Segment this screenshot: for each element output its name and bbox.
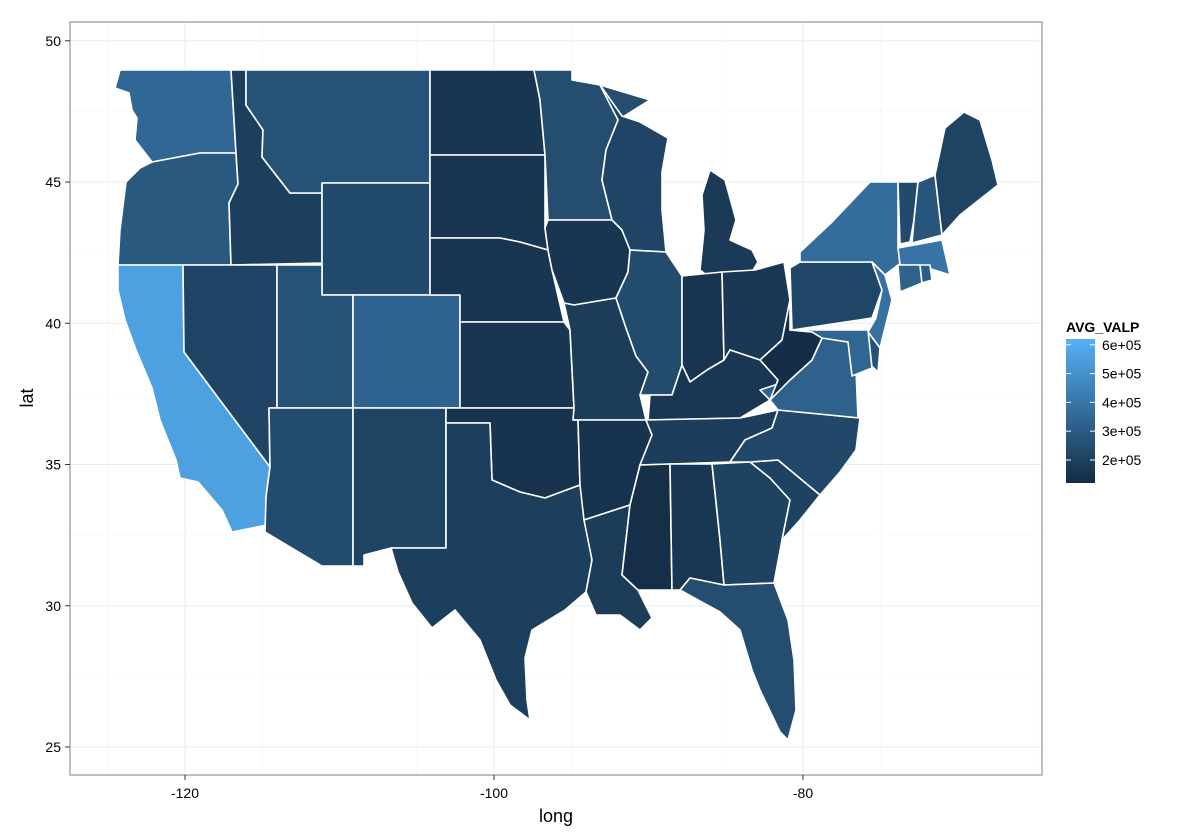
- panel-border: [69, 21, 1043, 776]
- state-me: [934, 111, 999, 236]
- state-ks: [445, 321, 575, 409]
- x-tick-label: -100: [480, 785, 508, 801]
- state-nh: [911, 174, 943, 244]
- x-axis-title: long: [539, 806, 573, 826]
- x-tick-label: -120: [171, 785, 199, 801]
- y-tick-label: 35: [45, 457, 61, 473]
- state-ny: [799, 181, 903, 276]
- state-or: [117, 152, 239, 266]
- legend-title: AVG_VALP: [1066, 319, 1139, 335]
- x-axis: -120 -100 -80: [171, 775, 813, 801]
- y-tick-label: 40: [45, 315, 61, 331]
- y-axis: 25 30 35 40 45 50: [45, 33, 70, 755]
- state-fl: [679, 577, 797, 741]
- state-pa: [789, 261, 883, 331]
- state-nd: [429, 69, 546, 156]
- state-ri: [919, 264, 933, 284]
- state-md: [789, 329, 873, 377]
- y-tick-label: 30: [45, 598, 61, 614]
- legend-tick-label: 4e+05: [1102, 394, 1142, 410]
- legend-tick-label: 2e+05: [1102, 452, 1142, 468]
- state-vt: [897, 181, 919, 245]
- state-az: [264, 407, 354, 567]
- state-nc: [729, 409, 861, 496]
- legend-ticks: 2e+05 3e+05 4e+05 5e+05 6e+05: [1066, 337, 1142, 468]
- y-tick-label: 45: [45, 174, 61, 190]
- state-mi: [699, 169, 759, 286]
- y-tick-label: 25: [45, 739, 61, 755]
- legend-tick-label: 6e+05: [1102, 337, 1142, 353]
- state-ne: [429, 237, 565, 323]
- state-sd: [429, 154, 549, 251]
- legend: AVG_VALP 2e+05 3e+05 4e+05 5e+05 6e+05: [1066, 319, 1142, 483]
- state-ct: [897, 264, 923, 293]
- y-axis-title: lat: [17, 388, 37, 407]
- state-wa: [114, 69, 237, 163]
- state-co: [352, 294, 461, 409]
- states-layer: [114, 69, 999, 741]
- y-tick-label: 50: [45, 33, 61, 49]
- legend-tick-label: 3e+05: [1102, 423, 1142, 439]
- state-wy: [321, 182, 431, 296]
- legend-colorbar: [1066, 339, 1095, 483]
- state-nm: [352, 407, 447, 567]
- x-tick-label: -80: [793, 785, 813, 801]
- legend-tick-label: 5e+05: [1102, 366, 1142, 382]
- state-tx: [390, 422, 593, 721]
